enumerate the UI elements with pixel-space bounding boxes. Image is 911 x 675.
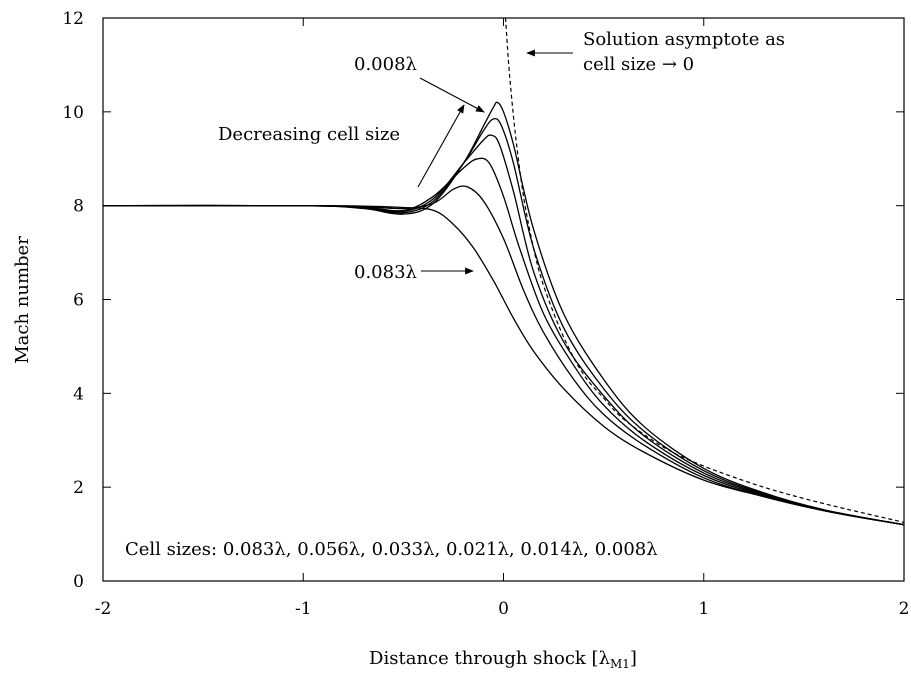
series-line-3	[102, 134, 905, 526]
annotation-cell-sizes: Cell sizes: 0.083λ, 0.056λ, 0.033λ, 0.02…	[125, 539, 658, 560]
series-line-4	[102, 117, 905, 526]
y-tick-label: 0	[73, 572, 84, 592]
series-line-2	[102, 157, 905, 526]
annotation-largest-cell: 0.083λ	[354, 262, 417, 283]
arrow-decreasing	[417, 104, 465, 188]
x-axis-label: Distance through shock [λM1]	[369, 648, 637, 671]
x-tick-label: -2	[95, 599, 112, 619]
series-line-1	[102, 185, 905, 526]
annotation-asymptote-line2: cell size → 0	[583, 54, 694, 75]
series-line-0	[102, 205, 905, 526]
arrow-smallest-cell	[419, 77, 485, 113]
x-tick-label: 1	[698, 599, 709, 619]
x-tick-label: 2	[899, 599, 910, 619]
y-tick-label: 6	[73, 291, 84, 311]
y-tick-label: 10	[62, 103, 84, 123]
y-tick-label: 12	[62, 9, 84, 29]
x-axis-label-sub: M1	[610, 657, 630, 671]
x-tick-label: -1	[295, 599, 312, 619]
x-axis-label-end: ]	[630, 648, 637, 669]
y-tick-label: 4	[73, 384, 84, 404]
y-tick-label: 8	[73, 197, 84, 217]
annotation-decreasing: Decreasing cell size	[218, 124, 400, 145]
asymptote-line	[504, 17, 905, 523]
annotation-smallest-cell: 0.008λ	[354, 54, 417, 75]
annotation-asymptote-line1: Solution asymptote as	[583, 29, 785, 50]
series-line-5	[102, 101, 905, 526]
x-axis-label-main: Distance through shock [λ	[369, 648, 610, 669]
x-tick-label: 0	[498, 599, 509, 619]
y-axis-label: Mach number	[12, 236, 33, 364]
y-tick-label: 2	[73, 478, 84, 498]
